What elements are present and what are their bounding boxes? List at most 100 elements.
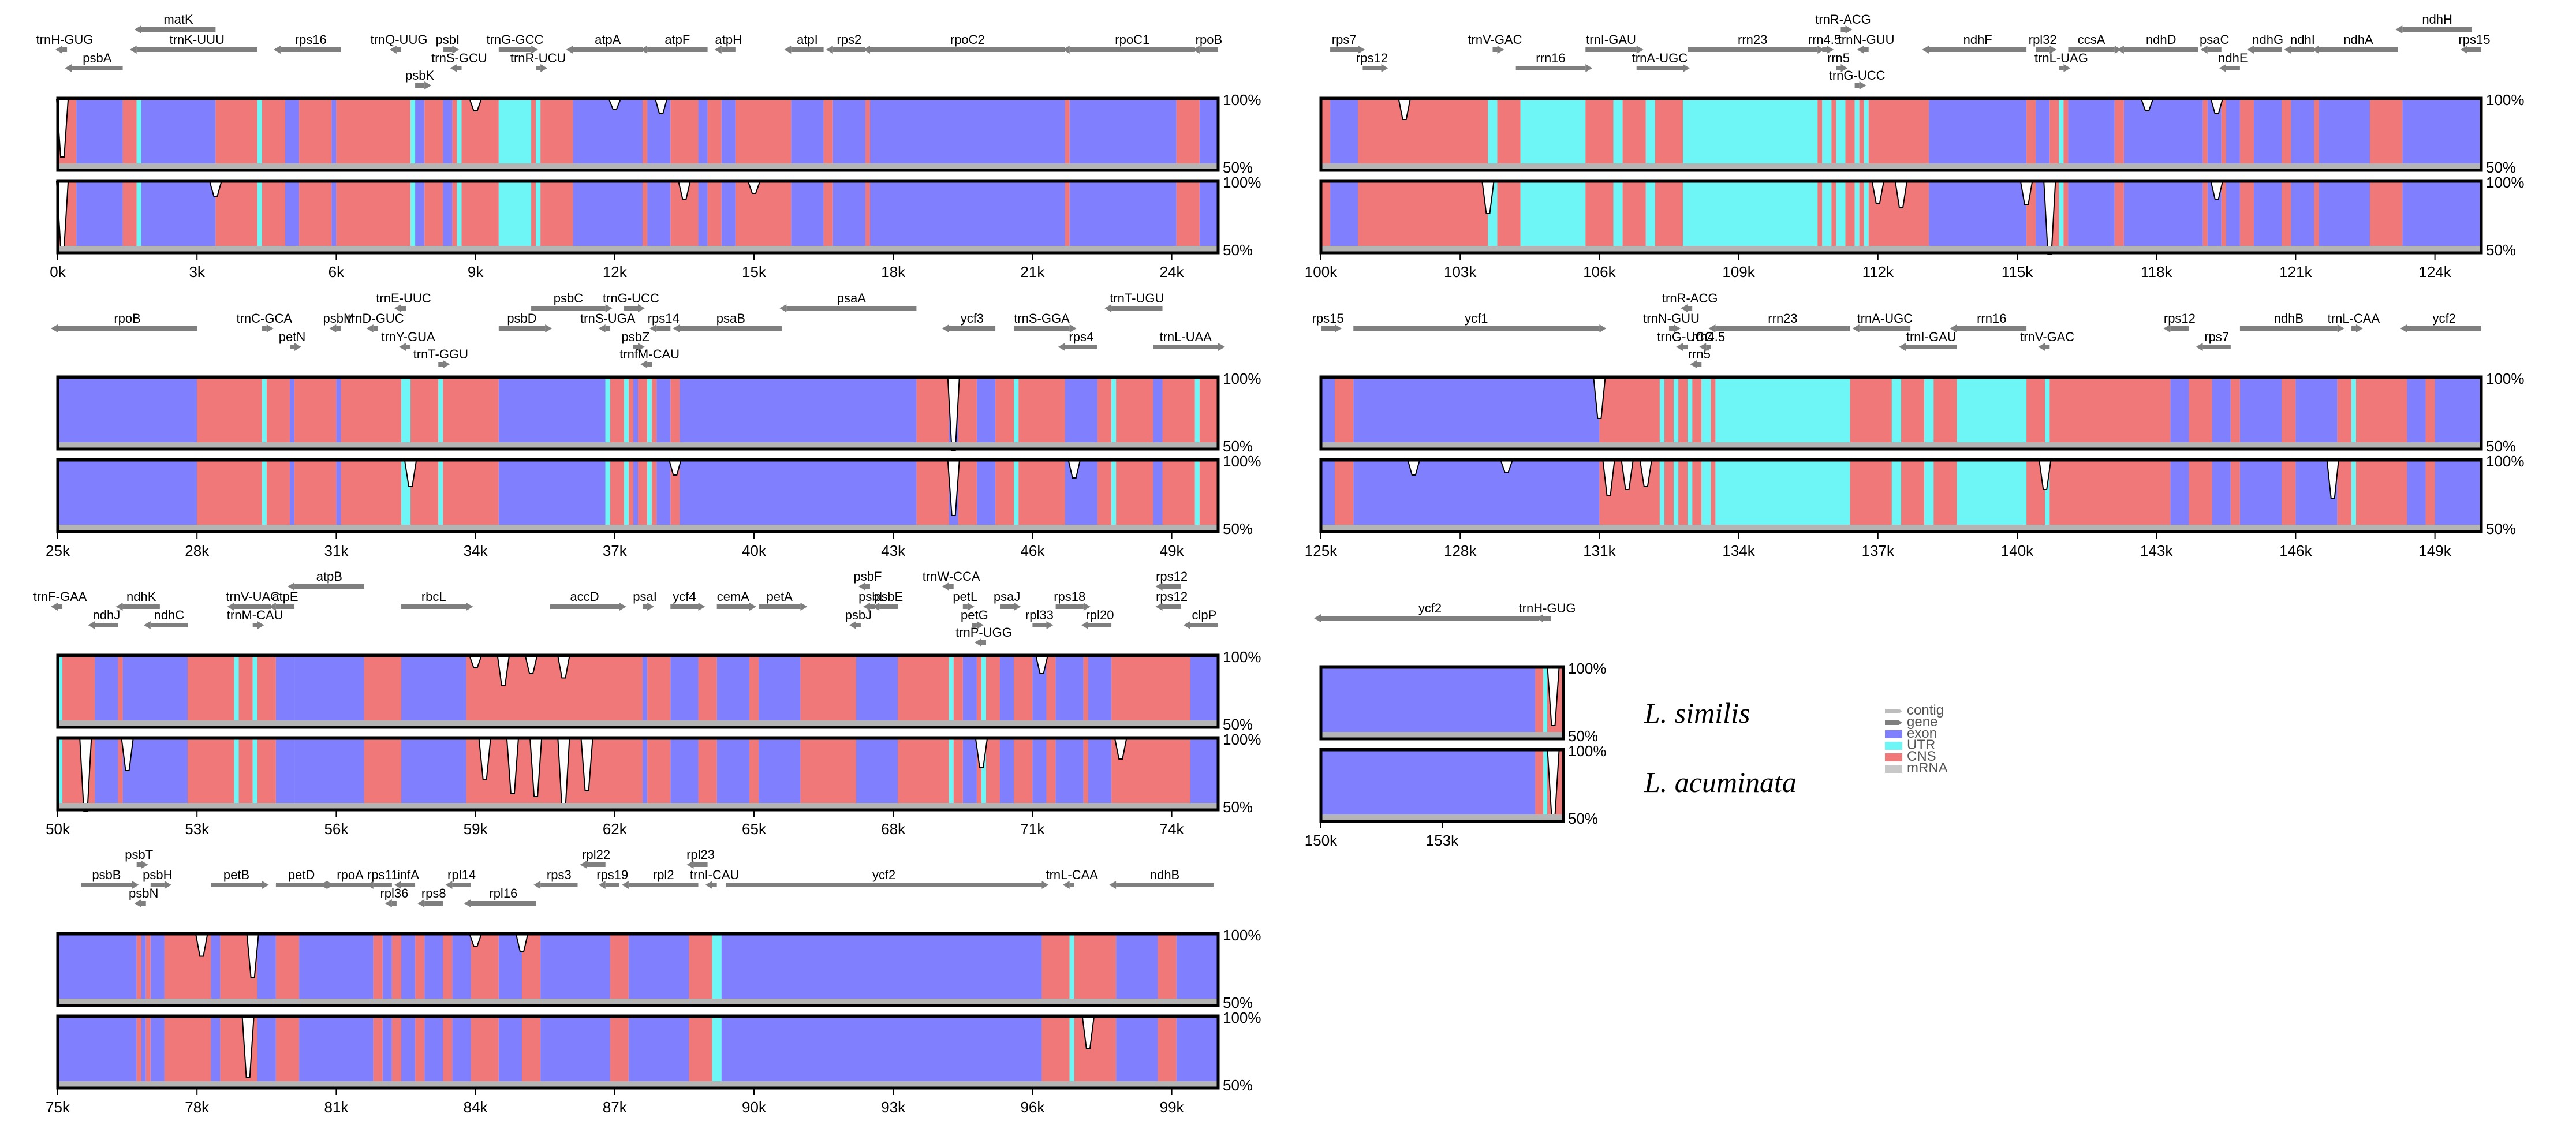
- gene-arrowhead: [705, 881, 712, 889]
- gene-arrowhead: [1062, 46, 1070, 54]
- gene-label: psbI: [436, 32, 460, 47]
- region-utr: [647, 377, 652, 449]
- axis-tick-label: 68k: [881, 820, 906, 838]
- gene-arrow: [716, 604, 749, 609]
- region-exon: [275, 738, 295, 810]
- region-cns: [262, 181, 285, 253]
- pct-50-label: 50%: [2486, 241, 2516, 259]
- gene-label: trnV-GAC: [2020, 330, 2074, 344]
- gene-label: trnN-GUU: [1838, 32, 1895, 47]
- region-utr: [2059, 181, 2064, 253]
- region-exon: [2254, 181, 2282, 253]
- region-cns: [953, 738, 963, 810]
- gene-arrowhead: [545, 324, 552, 332]
- gene-label: rps7: [2204, 330, 2229, 344]
- baseline-50: [1321, 732, 1563, 739]
- track-2: 100% 50%: [56, 453, 1261, 537]
- gene-arrow: [1906, 345, 1957, 349]
- gene-label: rps12: [2164, 311, 2196, 326]
- pct-50-label: 50%: [1223, 716, 1253, 733]
- region-utr: [1488, 98, 1498, 170]
- axis-tick-label: 84k: [464, 1098, 488, 1116]
- gene-arrowhead: [55, 46, 63, 54]
- region-exon: [424, 1016, 443, 1088]
- gene-arrowhead: [1676, 343, 1683, 351]
- region-exon: [1199, 98, 1218, 170]
- region-exon: [870, 98, 1065, 170]
- region-utr: [252, 655, 257, 727]
- region-cns: [1065, 98, 1070, 170]
- gene-arrowhead: [1845, 25, 1853, 33]
- axis-tick-label: 46k: [1020, 542, 1045, 559]
- region-exon: [2068, 98, 2115, 170]
- region-cns: [652, 459, 657, 532]
- gene-arrow: [396, 47, 401, 52]
- gene-label: trnL-UAA: [1159, 330, 1212, 344]
- region-cns: [735, 181, 792, 253]
- baseline-50: [58, 1081, 1218, 1088]
- baseline-50: [1321, 163, 2481, 170]
- region-cns: [670, 98, 699, 170]
- gene-arrow: [443, 47, 453, 52]
- gene-arrowhead: [452, 46, 460, 54]
- gene-label: ndhE: [2218, 51, 2248, 65]
- pct-100-label: 100%: [2486, 453, 2525, 470]
- gene-label: trnK-UUU: [170, 32, 225, 47]
- gene-label: trnS-GGA: [1014, 311, 1070, 326]
- region-exon: [257, 1016, 276, 1088]
- region-cns: [238, 738, 253, 810]
- gene-label: trnY-GUA: [381, 330, 435, 344]
- gene-label: trnI-GAU: [1906, 330, 1957, 344]
- gene-arrowhead: [329, 324, 337, 332]
- axis-tick-label: 131k: [1583, 542, 1616, 559]
- region-exon: [1055, 738, 1084, 810]
- region-exon: [2212, 459, 2231, 532]
- region-exon: [76, 98, 123, 170]
- region-exon: [2123, 98, 2203, 170]
- region-utr: [234, 655, 239, 727]
- region-cns: [466, 655, 643, 727]
- region-utr: [1924, 377, 1934, 449]
- region-utr: [647, 459, 652, 532]
- gene-arrowhead: [88, 621, 95, 629]
- gene-arrow: [2059, 66, 2064, 70]
- region-exon: [2226, 98, 2240, 170]
- region-exon: [401, 655, 466, 727]
- axis-tick-label: 74k: [1160, 820, 1185, 838]
- region-cns: [461, 181, 499, 253]
- region-cns: [2282, 181, 2291, 253]
- region-cns: [735, 98, 792, 170]
- gene-arrowhead: [227, 603, 234, 611]
- region-exon: [1069, 181, 1177, 253]
- region-utr: [1854, 181, 1860, 253]
- region-cns: [1664, 459, 1674, 532]
- gene-arrowhead: [849, 621, 856, 629]
- gene-label: rps12: [1156, 589, 1188, 604]
- gene-arrow: [786, 306, 917, 311]
- gene-arrowhead: [1335, 324, 1342, 332]
- gene-label: petD: [288, 868, 315, 882]
- gene-arrow: [605, 326, 610, 331]
- region-utr: [1645, 98, 1655, 170]
- region-cns: [2282, 459, 2296, 532]
- gene-label: trnA-UGC: [1632, 51, 1688, 65]
- region-exon: [2170, 459, 2189, 532]
- gene-arrowhead: [1690, 360, 1697, 368]
- gene-label: psbB: [92, 868, 121, 882]
- gene-label: atpB: [316, 569, 342, 584]
- gene-label: trnS-UGA: [580, 311, 636, 326]
- gene-label: trnG-GCC: [486, 32, 543, 47]
- region-exon: [285, 98, 300, 170]
- gene-arrow: [693, 862, 708, 867]
- region-utr: [1543, 667, 1547, 739]
- track-frame: [56, 96, 1220, 172]
- gene-arrow: [1636, 66, 1683, 70]
- gene-arrowhead: [1708, 324, 1716, 332]
- gene-arrow: [141, 901, 146, 906]
- gene-arrowhead: [1497, 46, 1504, 54]
- axis-tick-label: 0k: [50, 263, 66, 281]
- axis-tick-label: 100k: [1305, 263, 1338, 281]
- track-2: 100% 50%: [56, 1009, 1261, 1094]
- region-cns: [2282, 98, 2291, 170]
- gene-arrowhead: [1817, 46, 1825, 54]
